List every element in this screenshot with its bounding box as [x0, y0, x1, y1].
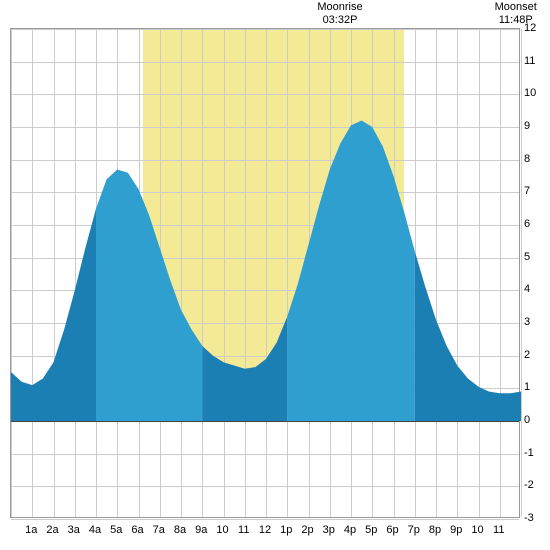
x-tick-label: 9p [450, 524, 462, 536]
x-tick-label: 1p [280, 524, 292, 536]
x-tick-label: 11 [493, 524, 504, 536]
moonrise-time: 03:32P [323, 14, 358, 26]
y-tick-label: -2 [524, 479, 534, 491]
x-tick-label: 5p [365, 524, 377, 536]
x-tick-label: 11 [238, 524, 249, 536]
tide-segment [96, 169, 202, 421]
x-tick-label: 6p [386, 524, 398, 536]
x-tick-label: 6a [131, 524, 143, 536]
y-tick-label: -3 [524, 512, 534, 524]
x-tick-label: 4p [344, 524, 356, 536]
y-tick-label: 3 [524, 316, 530, 328]
y-tick-label: 9 [524, 120, 530, 132]
x-tick-label: 9a [195, 524, 207, 536]
y-tick-label: 4 [524, 283, 530, 295]
x-tick-label: 7a [153, 524, 165, 536]
zero-line [11, 421, 519, 422]
y-tick-label: 1 [524, 381, 530, 393]
tide-segment [287, 120, 415, 421]
x-tick-label: 5a [110, 524, 122, 536]
x-tick-label: 4a [89, 524, 101, 536]
plot-area [10, 28, 520, 518]
moonrise-text: Moonrise [317, 1, 362, 13]
x-tick-label: 10 [216, 524, 228, 536]
x-tick-label: 8p [429, 524, 441, 536]
y-tick-label: 11 [524, 55, 535, 67]
y-tick-label: 12 [524, 22, 536, 34]
x-tick-label: 2p [301, 524, 313, 536]
y-tick-label: 6 [524, 218, 530, 230]
tide-chart: Moonrise 03:32P Moonset 11:48P 121110987… [0, 0, 550, 550]
x-tick-label: 3a [68, 524, 80, 536]
x-tick-label: 3p [323, 524, 335, 536]
y-tick-label: 8 [524, 153, 530, 165]
y-tick-label: 0 [524, 414, 530, 426]
x-tick-label: 8a [174, 524, 186, 536]
tide-segment [202, 316, 287, 421]
x-tick-label: 7p [408, 524, 420, 536]
tide-area [11, 29, 521, 519]
y-tick-label: 10 [524, 87, 536, 99]
moonset-text: Moonset [495, 1, 537, 13]
tide-segment [11, 209, 96, 421]
x-tick-label: 2a [46, 524, 58, 536]
x-tick-label: 10 [471, 524, 483, 536]
tide-segment [415, 251, 521, 421]
y-tick-label: 7 [524, 185, 530, 197]
x-tick-label: 1a [25, 524, 37, 536]
y-tick-label: -1 [524, 447, 534, 459]
x-tick-label: 12 [259, 524, 271, 536]
y-tick-label: 2 [524, 349, 530, 361]
moonrise-label: Moonrise 03:32P [315, 1, 365, 27]
y-tick-label: 5 [524, 251, 530, 263]
